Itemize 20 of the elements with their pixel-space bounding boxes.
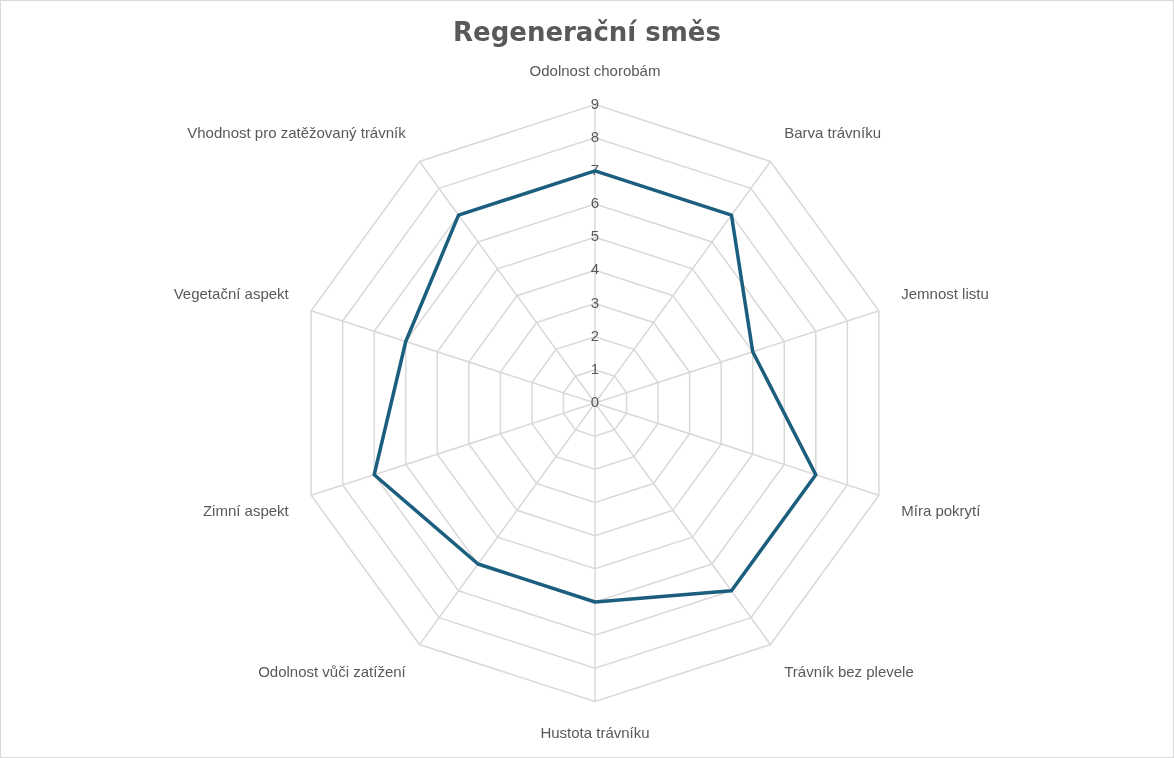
y-tick-label: 0 <box>590 393 600 411</box>
y-tick-label: 8 <box>590 127 600 145</box>
y-tick-label: 6 <box>590 194 600 212</box>
y-tick-label: 4 <box>590 260 600 278</box>
spoke-label: Hustota trávníku <box>540 724 650 742</box>
spoke-label: Vegetační aspekt <box>173 284 290 302</box>
y-tick-label: 1 <box>590 359 600 377</box>
chart-title: Regenerační směs <box>452 17 722 47</box>
spoke-label: Odolnost vůči zatížení <box>258 662 407 680</box>
spoke-label: Barva trávníku <box>784 123 881 141</box>
spoke-label: Jemnost listu <box>901 284 989 302</box>
y-tick-label: 9 <box>590 94 600 112</box>
spoke-label: Trávník bez plevele <box>784 662 914 680</box>
y-tick-label: 5 <box>590 227 600 245</box>
y-tick-label: 2 <box>590 326 600 344</box>
y-tick-label: 3 <box>590 293 600 311</box>
spoke-label: Zimní aspekt <box>202 501 290 519</box>
spoke-label: Odolnost chorobám <box>529 62 661 80</box>
spoke-label: Vhodnost pro zatěžovaný trávník <box>187 123 407 141</box>
spoke-label: Míra pokrytí <box>901 501 982 519</box>
